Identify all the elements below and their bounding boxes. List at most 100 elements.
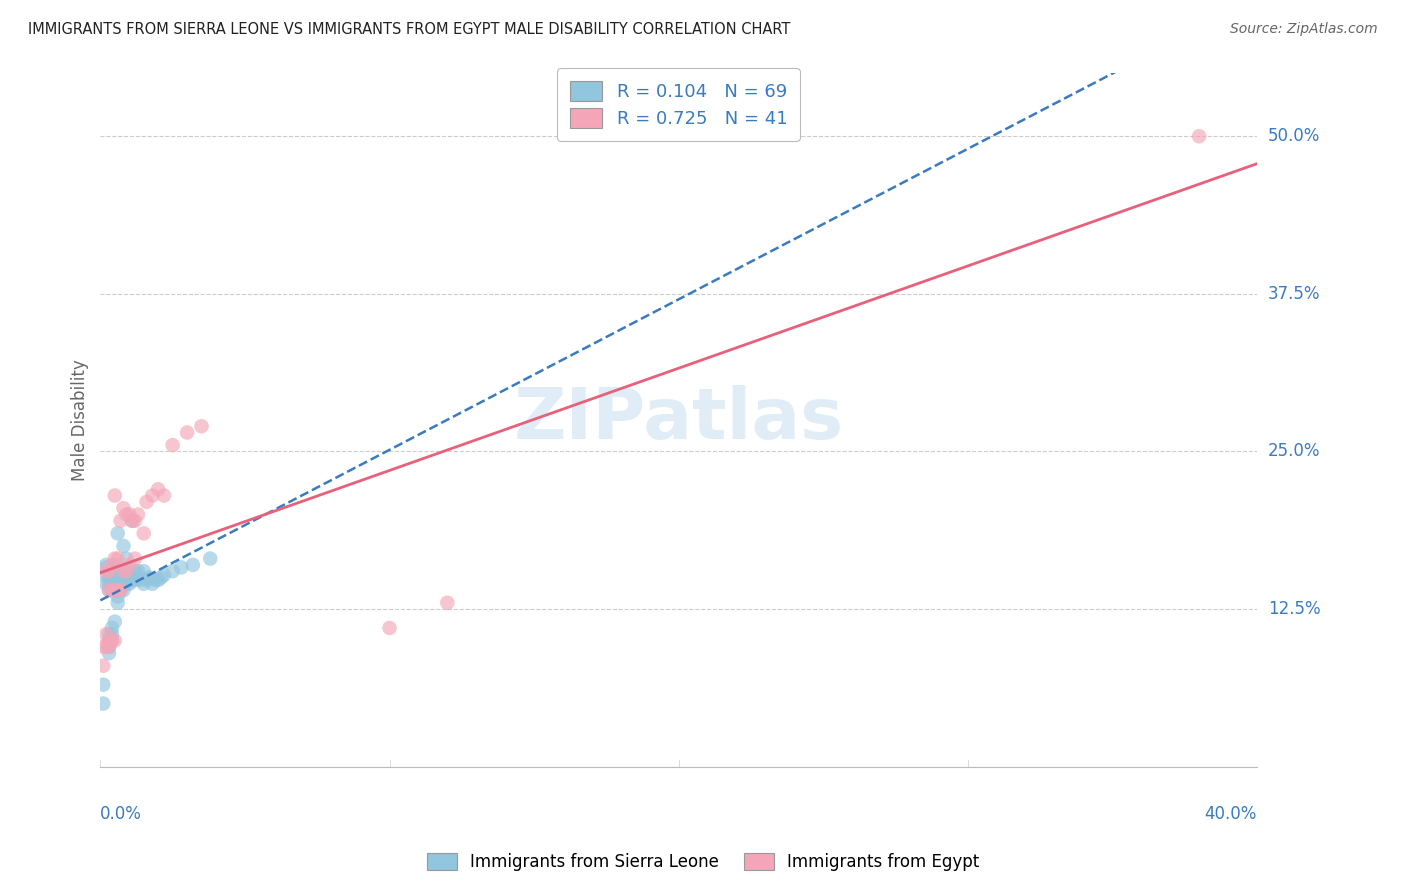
Point xyxy=(110,576,132,591)
Point xyxy=(98,564,121,578)
Y-axis label: Male Disability: Male Disability xyxy=(72,359,89,481)
Point xyxy=(110,564,132,578)
Point xyxy=(91,678,114,692)
Point xyxy=(181,558,204,572)
Point xyxy=(101,564,124,578)
Point xyxy=(124,564,146,578)
Point xyxy=(148,482,170,496)
Point xyxy=(138,570,160,584)
Point xyxy=(98,640,121,654)
Point xyxy=(101,583,124,598)
Point xyxy=(94,627,117,641)
Point xyxy=(110,514,132,528)
Point xyxy=(112,576,135,591)
Point xyxy=(98,564,121,578)
Point xyxy=(112,564,135,578)
Text: 37.5%: 37.5% xyxy=(1268,285,1320,303)
Point xyxy=(115,508,138,522)
Point xyxy=(104,583,127,598)
Point xyxy=(98,583,121,598)
Point xyxy=(101,558,124,572)
Point xyxy=(121,573,143,587)
Point xyxy=(132,526,155,541)
Point xyxy=(104,576,127,591)
Point xyxy=(124,514,146,528)
Point xyxy=(143,573,166,587)
Point xyxy=(98,576,121,591)
Point xyxy=(118,570,141,584)
Point xyxy=(104,615,127,629)
Point xyxy=(115,576,138,591)
Point xyxy=(112,539,135,553)
Point xyxy=(98,633,121,648)
Point xyxy=(104,564,127,578)
Point xyxy=(107,526,129,541)
Point xyxy=(110,573,132,587)
Point xyxy=(101,570,124,584)
Point xyxy=(190,419,212,434)
Point xyxy=(94,576,117,591)
Point xyxy=(118,576,141,591)
Point xyxy=(104,551,127,566)
Point xyxy=(104,633,127,648)
Point xyxy=(110,583,132,598)
Point xyxy=(153,568,176,582)
Point xyxy=(98,583,121,598)
Point xyxy=(124,573,146,587)
Text: 25.0%: 25.0% xyxy=(1268,442,1320,460)
Point xyxy=(141,576,163,591)
Point xyxy=(91,697,114,711)
Point xyxy=(170,560,193,574)
Point xyxy=(98,570,121,584)
Text: 40.0%: 40.0% xyxy=(1205,805,1257,823)
Point xyxy=(101,573,124,587)
Point xyxy=(118,508,141,522)
Point xyxy=(115,564,138,578)
Point xyxy=(118,558,141,572)
Point xyxy=(101,627,124,641)
Point xyxy=(101,633,124,648)
Point xyxy=(91,658,114,673)
Legend: R = 0.104   N = 69, R = 0.725   N = 41: R = 0.104 N = 69, R = 0.725 N = 41 xyxy=(557,69,800,141)
Point xyxy=(200,551,222,566)
Point xyxy=(101,576,124,591)
Point xyxy=(378,621,401,635)
Point xyxy=(127,570,149,584)
Text: 12.5%: 12.5% xyxy=(1268,600,1320,618)
Point xyxy=(98,627,121,641)
Point xyxy=(148,573,170,587)
Point xyxy=(110,583,132,598)
Point xyxy=(112,583,135,598)
Point xyxy=(135,495,157,509)
Point xyxy=(104,558,127,572)
Point xyxy=(112,501,135,516)
Point xyxy=(162,438,184,452)
Point xyxy=(104,489,127,503)
Point xyxy=(94,558,117,572)
Point xyxy=(135,573,157,587)
Point xyxy=(127,508,149,522)
Point xyxy=(101,621,124,635)
Point xyxy=(107,551,129,566)
Point xyxy=(112,570,135,584)
Point xyxy=(162,564,184,578)
Point xyxy=(98,633,121,648)
Point xyxy=(121,514,143,528)
Point xyxy=(101,633,124,648)
Text: Source: ZipAtlas.com: Source: ZipAtlas.com xyxy=(1230,22,1378,37)
Point xyxy=(176,425,198,440)
Point xyxy=(107,570,129,584)
Point xyxy=(132,576,155,591)
Point xyxy=(107,596,129,610)
Point xyxy=(132,564,155,578)
Point xyxy=(118,564,141,578)
Text: 50.0%: 50.0% xyxy=(1268,128,1320,145)
Point xyxy=(436,596,458,610)
Point xyxy=(94,564,117,578)
Point xyxy=(98,646,121,660)
Point xyxy=(107,583,129,598)
Point xyxy=(153,489,176,503)
Point xyxy=(115,551,138,566)
Text: ZIPatlas: ZIPatlas xyxy=(513,385,844,454)
Point xyxy=(141,489,163,503)
